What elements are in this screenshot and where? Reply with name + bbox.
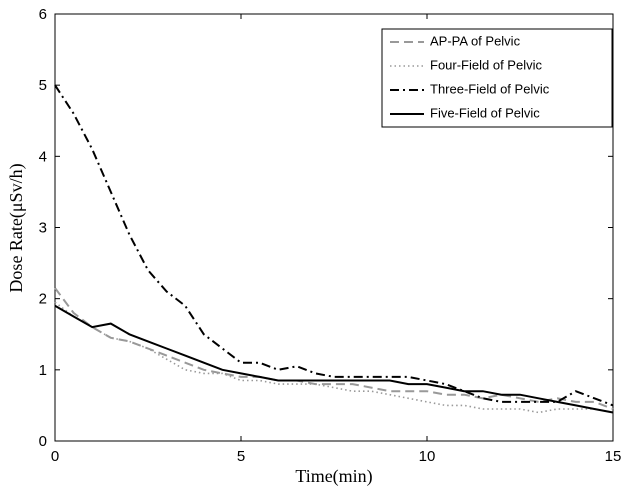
x-axis-label: Time(min) [295, 466, 372, 487]
y-tick-label: 3 [39, 220, 47, 237]
legend-label: Four-Field of Pelvic [430, 57, 542, 72]
x-tick-label: 5 [237, 448, 245, 465]
y-tick-label: 6 [39, 6, 47, 23]
series-line [54, 287, 614, 410]
series-line [54, 304, 614, 414]
legend-box [381, 28, 613, 128]
x-tick-label: 10 [419, 448, 436, 465]
legend-label: Three-Field of Pelvic [430, 81, 550, 96]
x-tick-label: 15 [605, 448, 622, 465]
y-tick-label: 5 [39, 77, 47, 94]
y-tick-label: 2 [39, 291, 47, 308]
y-axis-label: Dose Rate(μSv/h) [6, 163, 27, 292]
legend-label: Five-Field of Pelvic [430, 105, 540, 120]
series-line [54, 84, 614, 407]
legend-label: AP-PA of Pelvic [430, 33, 521, 48]
y-tick-label: 1 [39, 362, 47, 379]
y-tick-label: 4 [39, 148, 47, 165]
y-tick-label: 0 [39, 433, 47, 450]
series-line [54, 301, 614, 414]
x-tick-label: 0 [51, 448, 59, 465]
